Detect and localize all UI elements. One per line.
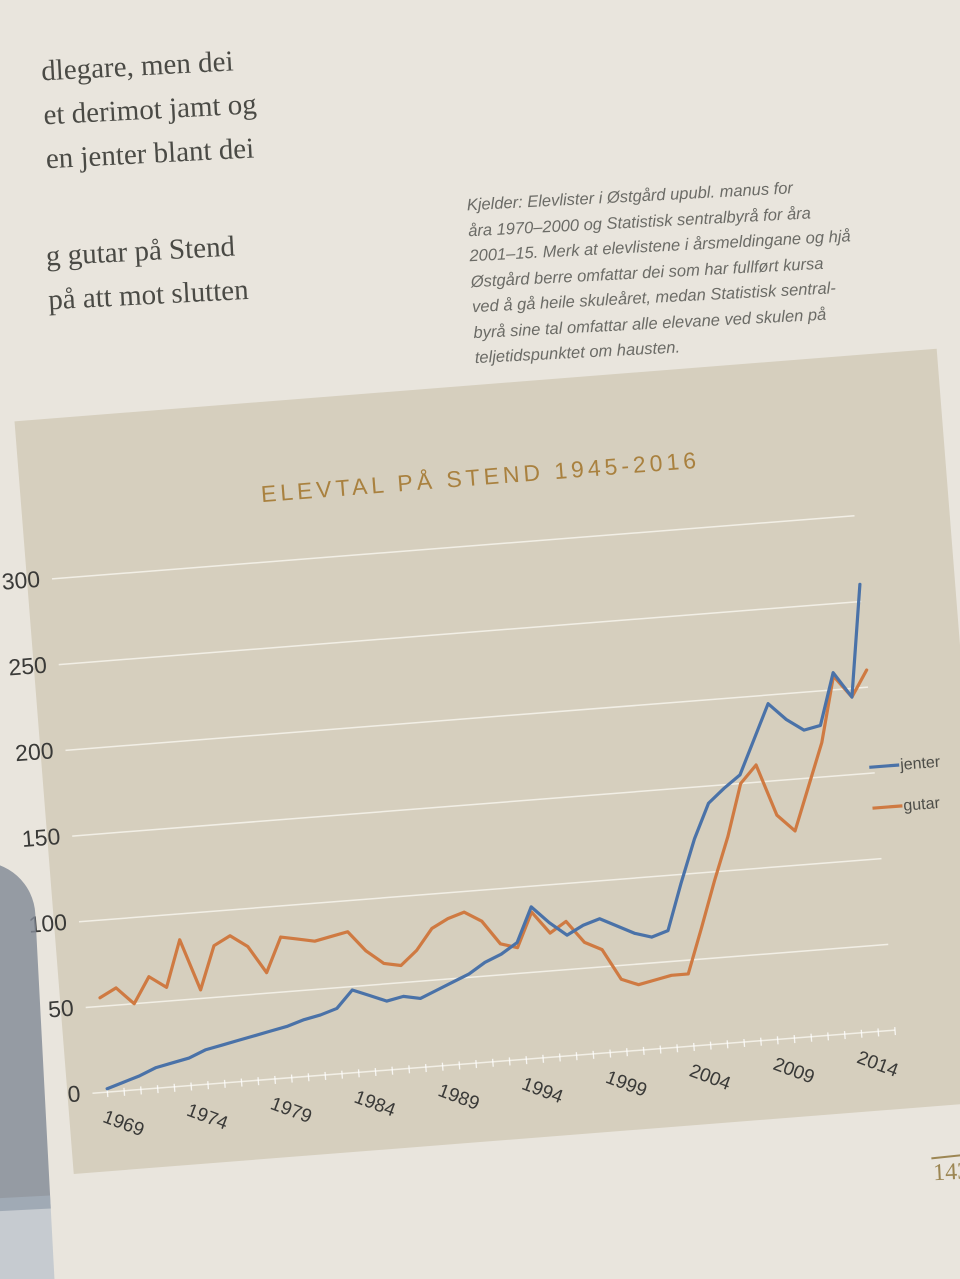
- svg-text:gutar: gutar: [903, 795, 941, 815]
- svg-text:200: 200: [14, 737, 54, 766]
- svg-text:250: 250: [7, 652, 47, 681]
- svg-text:1994: 1994: [519, 1074, 566, 1109]
- svg-text:1969: 1969: [100, 1107, 147, 1141]
- svg-text:1979: 1979: [268, 1093, 315, 1127]
- svg-text:150: 150: [21, 823, 61, 852]
- svg-text:2014: 2014: [854, 1047, 901, 1082]
- svg-text:0: 0: [67, 1080, 82, 1107]
- svg-text:ELEVTAL PÅ STEND 1945-2016: ELEVTAL PÅ STEND 1945-2016: [260, 446, 701, 507]
- svg-text:1984: 1984: [351, 1087, 398, 1122]
- svg-text:1974: 1974: [184, 1100, 231, 1135]
- svg-text:1999: 1999: [603, 1067, 650, 1101]
- svg-text:jenter: jenter: [899, 754, 942, 774]
- svg-text:1989: 1989: [435, 1080, 482, 1114]
- svg-text:50: 50: [47, 995, 75, 1023]
- svg-text:2004: 2004: [686, 1060, 733, 1095]
- svg-text:300: 300: [1, 566, 41, 595]
- svg-text:2009: 2009: [770, 1054, 817, 1088]
